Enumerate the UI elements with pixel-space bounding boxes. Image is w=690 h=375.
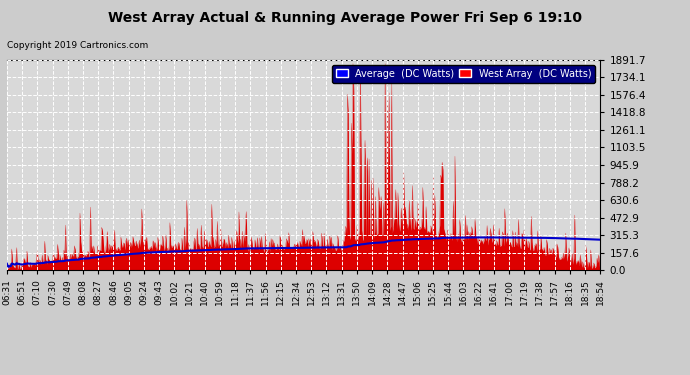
Legend: Average  (DC Watts), West Array  (DC Watts): Average (DC Watts), West Array (DC Watts… [332,65,595,82]
Text: Copyright 2019 Cartronics.com: Copyright 2019 Cartronics.com [7,41,148,50]
Text: West Array Actual & Running Average Power Fri Sep 6 19:10: West Array Actual & Running Average Powe… [108,11,582,25]
